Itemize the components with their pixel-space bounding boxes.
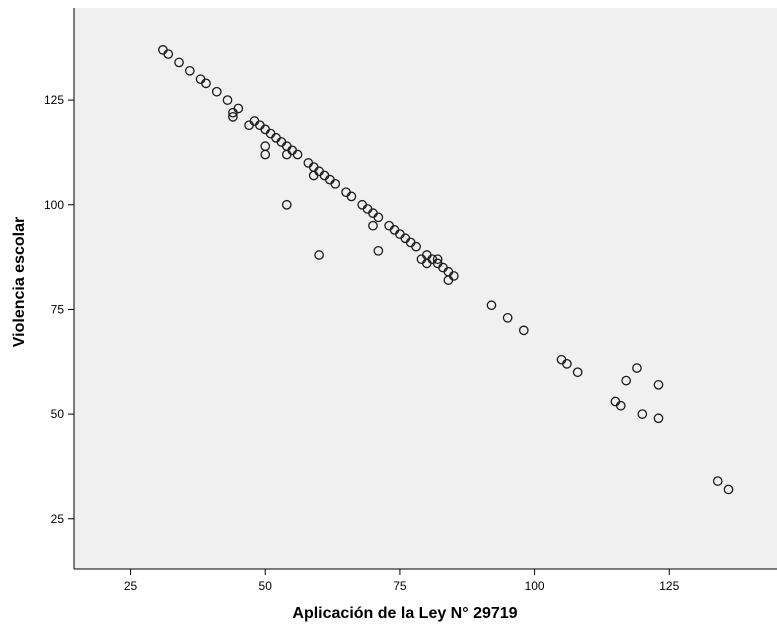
data-point — [373, 245, 384, 256]
y-tick-label: 125 — [44, 93, 64, 107]
data-point — [174, 57, 184, 68]
data-point — [281, 199, 292, 210]
data-point — [411, 241, 421, 252]
y-tick-label: 100 — [44, 198, 64, 212]
data-point — [562, 359, 572, 369]
data-point — [308, 170, 319, 181]
data-point — [518, 325, 529, 336]
x-tick-label: 75 — [393, 579, 407, 593]
data-points — [158, 45, 734, 495]
data-point — [201, 78, 211, 89]
x-tick-label: 100 — [525, 579, 545, 593]
data-point — [281, 149, 292, 160]
data-point — [292, 149, 303, 160]
data-point — [486, 300, 497, 311]
data-point — [432, 254, 443, 265]
data-point — [723, 484, 734, 495]
data-point — [615, 400, 626, 411]
data-point — [502, 312, 513, 323]
data-point — [712, 476, 723, 486]
x-tick-label: 125 — [659, 579, 679, 593]
data-point — [373, 212, 384, 223]
data-point — [163, 49, 174, 59]
data-point — [184, 65, 195, 76]
data-point — [211, 86, 222, 97]
x-tick-label: 25 — [124, 579, 138, 593]
data-point — [653, 379, 664, 390]
data-point — [330, 178, 341, 189]
data-point — [228, 112, 238, 122]
data-point — [572, 367, 583, 378]
data-point — [314, 250, 324, 260]
x-axis: 25 50 75 100 125 — [74, 568, 777, 593]
plot-area — [74, 8, 777, 569]
y-tick-label: 50 — [51, 407, 65, 421]
y-axis: 25 50 75 100 125 — [44, 8, 75, 569]
data-point — [346, 191, 357, 202]
data-point — [260, 149, 271, 160]
y-axis-label: Violencia escolar — [11, 217, 28, 347]
data-point — [637, 409, 648, 419]
x-axis-label: Aplicación de la Ley N° 29719 — [292, 605, 517, 622]
data-point — [621, 375, 632, 386]
data-point — [222, 95, 233, 105]
data-point — [233, 103, 244, 114]
data-point — [653, 413, 664, 424]
x-tick-label: 50 — [259, 579, 273, 593]
y-tick-label: 25 — [51, 512, 65, 526]
y-tick-label: 75 — [51, 302, 65, 316]
data-point — [368, 220, 378, 231]
data-point — [632, 363, 642, 373]
data-point — [448, 271, 459, 281]
